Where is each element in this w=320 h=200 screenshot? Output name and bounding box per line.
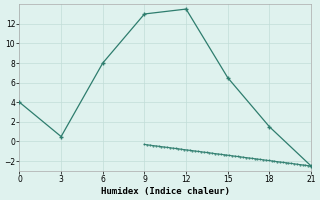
X-axis label: Humidex (Indice chaleur): Humidex (Indice chaleur) <box>101 187 230 196</box>
